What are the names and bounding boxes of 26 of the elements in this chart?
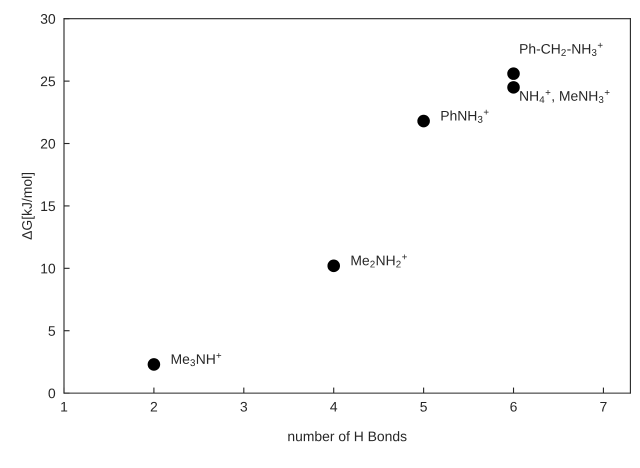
point	[327, 260, 340, 272]
y-tick-label: 10	[41, 264, 56, 274]
y-tick-label: 25	[40, 76, 56, 86]
y-tick-label: 15	[41, 201, 56, 212]
point	[507, 81, 520, 94]
point	[507, 67, 520, 80]
annotation: Ph-CH$_{2}$-NH$_{3}$$^{+}$	[520, 42, 603, 56]
x-tick-label: 6	[510, 402, 517, 412]
x-tick-label: 3	[240, 402, 248, 412]
point	[148, 358, 160, 371]
y-tick-label: 0	[48, 388, 56, 398]
y-tick-label: 20	[40, 138, 56, 149]
annotation: NH$_{4}$$^{+}$, MeNH$_{3}$$^{+}$	[520, 90, 610, 104]
annotation: PhNH$_{3}$$^{+}$	[441, 110, 489, 123]
annotation: Me$_{3}$NH$^{+}$	[172, 353, 222, 366]
annotation: Me$_{2}$NH$_{2}$$^{+}$	[352, 254, 407, 268]
y-axis-title: ΔG[kJ/mol]	[22, 172, 35, 240]
y-tick-label: 30	[40, 14, 56, 24]
x-tick-label: 5	[420, 402, 427, 412]
x-tick-label: 4	[330, 402, 338, 412]
x-axis-title: number of H Bonds	[288, 431, 407, 442]
x-tick-label: 1	[61, 402, 68, 412]
x-tick-label: 7	[600, 402, 607, 412]
x-tick-label: 2	[150, 402, 158, 412]
y-tick-label: 5	[48, 326, 56, 336]
point	[417, 114, 430, 128]
